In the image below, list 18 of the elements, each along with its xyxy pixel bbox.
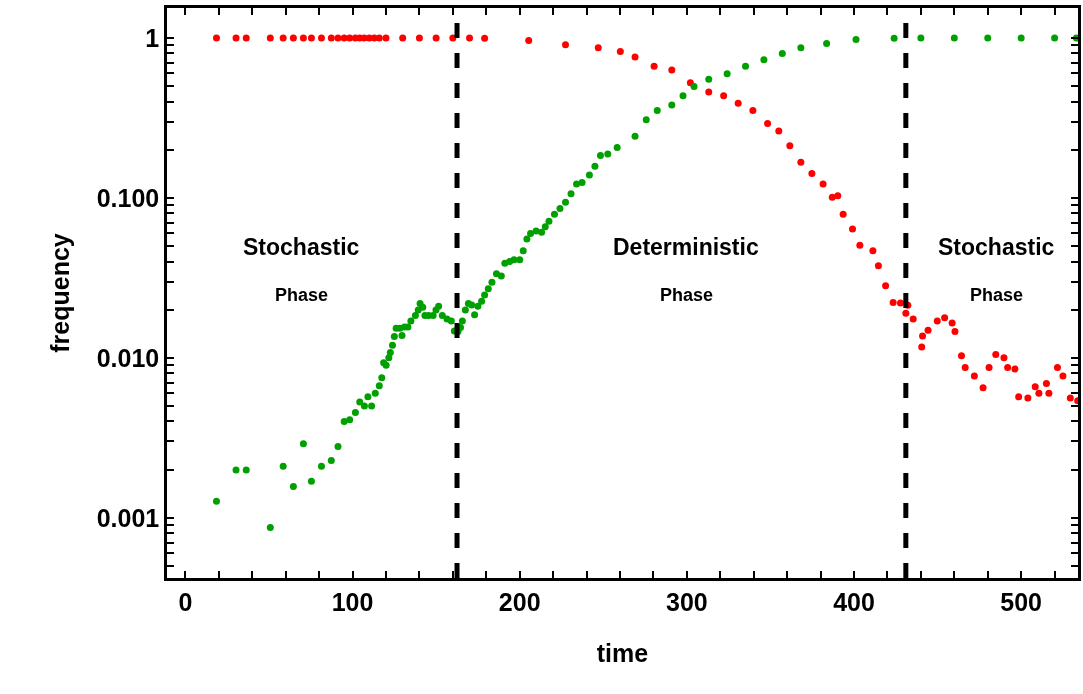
x-tick-label: 100 xyxy=(331,587,374,616)
x-tick-label: 300 xyxy=(666,587,708,616)
x-tick-label: 200 xyxy=(498,587,541,616)
y-tick-label: 0.100 xyxy=(96,183,160,212)
x-axis-title: time xyxy=(596,638,649,667)
x-tick-label: 500 xyxy=(1000,587,1043,616)
x-tick-label: 400 xyxy=(833,587,875,616)
y-tick-label: 0.010 xyxy=(96,343,160,372)
annotation: Stochastic xyxy=(243,234,360,260)
x-tick-label: 0 xyxy=(178,587,193,616)
annotation: Phase xyxy=(970,285,1024,305)
annotation: Deterministic xyxy=(613,234,759,260)
y-tick-label: 1 xyxy=(145,23,160,52)
y-axis-title: frequency xyxy=(46,233,75,353)
annotation: Phase xyxy=(275,285,329,305)
annotation: Phase xyxy=(660,285,714,305)
annotation: Stochastic xyxy=(938,234,1055,260)
y-tick-label: 0.001 xyxy=(96,503,160,532)
